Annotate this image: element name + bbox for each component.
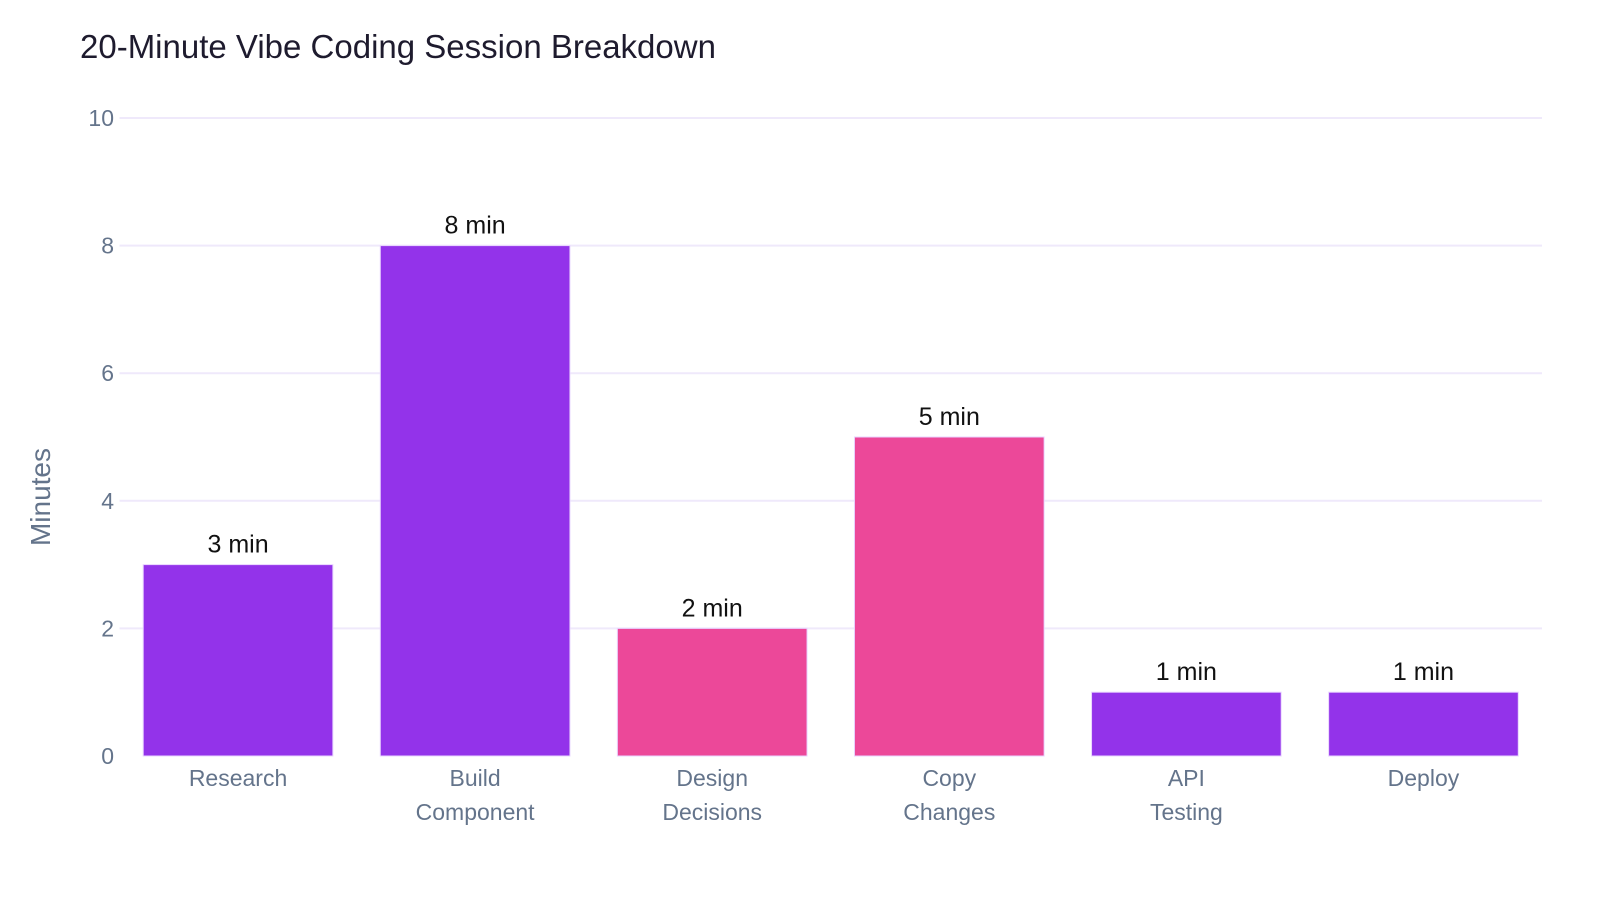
data-label: 2 min <box>682 594 743 622</box>
x-tick-label: Testing <box>1150 799 1223 825</box>
y-tick-label: 10 <box>88 105 114 131</box>
data-label: 5 min <box>919 403 980 431</box>
bar <box>853 436 1045 757</box>
data-label: 1 min <box>1156 658 1217 686</box>
x-tick-label: Build <box>450 765 501 791</box>
x-tick-label: Component <box>416 799 536 825</box>
x-tick-label: Design <box>676 765 748 791</box>
y-tick-label: 6 <box>101 360 114 386</box>
y-tick-label: 2 <box>101 615 114 641</box>
data-label: 3 min <box>207 531 268 559</box>
x-tick-label: Copy <box>922 765 976 791</box>
x-tick-label: Research <box>189 765 287 791</box>
bar <box>1328 691 1519 757</box>
y-axis-title: Minutes <box>25 448 56 546</box>
x-tick-label: Changes <box>903 799 995 825</box>
bar <box>616 627 808 757</box>
bar <box>1091 691 1282 757</box>
x-tick-label: Decisions <box>662 799 762 825</box>
data-label: 1 min <box>1393 658 1454 686</box>
bar <box>142 564 334 757</box>
x-tick-label: API <box>1168 765 1205 791</box>
y-tick-label: 0 <box>101 743 114 769</box>
y-tick-label: 8 <box>101 233 114 259</box>
bar <box>379 245 571 757</box>
chart-title: 20-Minute Vibe Coding Session Breakdown <box>80 28 716 65</box>
data-label: 8 min <box>445 212 506 240</box>
x-tick-label: Deploy <box>1388 765 1460 791</box>
y-tick-label: 4 <box>101 488 114 514</box>
